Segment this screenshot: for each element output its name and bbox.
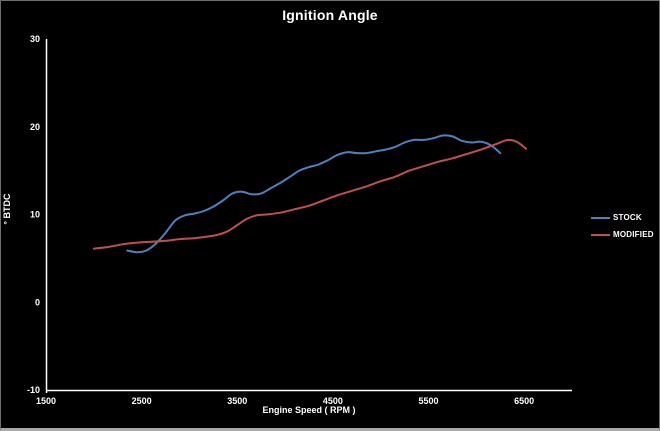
x-tick-label: 6500 xyxy=(514,396,534,406)
x-axis-title: Engine Speed ( RPM ) xyxy=(262,405,356,415)
y-axis-title: ° BTDC xyxy=(2,193,12,225)
y-tick-label: -10 xyxy=(27,385,40,395)
x-tick-label: 3500 xyxy=(227,396,247,406)
modified-line-swatch xyxy=(591,233,610,236)
y-tick-label: 20 xyxy=(30,122,40,132)
y-tick-label: 10 xyxy=(30,210,40,220)
legend-item-modified: MODIFIED xyxy=(591,230,654,239)
legend-item-stock: STOCK xyxy=(591,213,654,222)
series-line-modified xyxy=(92,138,528,250)
y-tick-label: 0 xyxy=(35,297,40,307)
series-line-stock xyxy=(126,134,502,254)
legend-label-stock: STOCK xyxy=(613,213,642,222)
legend-label-modified: MODIFIED xyxy=(613,230,654,239)
y-tick-label: 30 xyxy=(30,34,40,44)
stock-line-swatch xyxy=(591,216,610,219)
x-tick-label: 2500 xyxy=(132,396,152,406)
x-tick-label: 5500 xyxy=(419,396,439,406)
x-tick-label: 1500 xyxy=(36,396,56,406)
chart-title: Ignition Angle xyxy=(282,7,378,23)
legend: STOCK MODIFIED xyxy=(591,213,654,239)
x-tick-label: 4500 xyxy=(323,396,343,406)
